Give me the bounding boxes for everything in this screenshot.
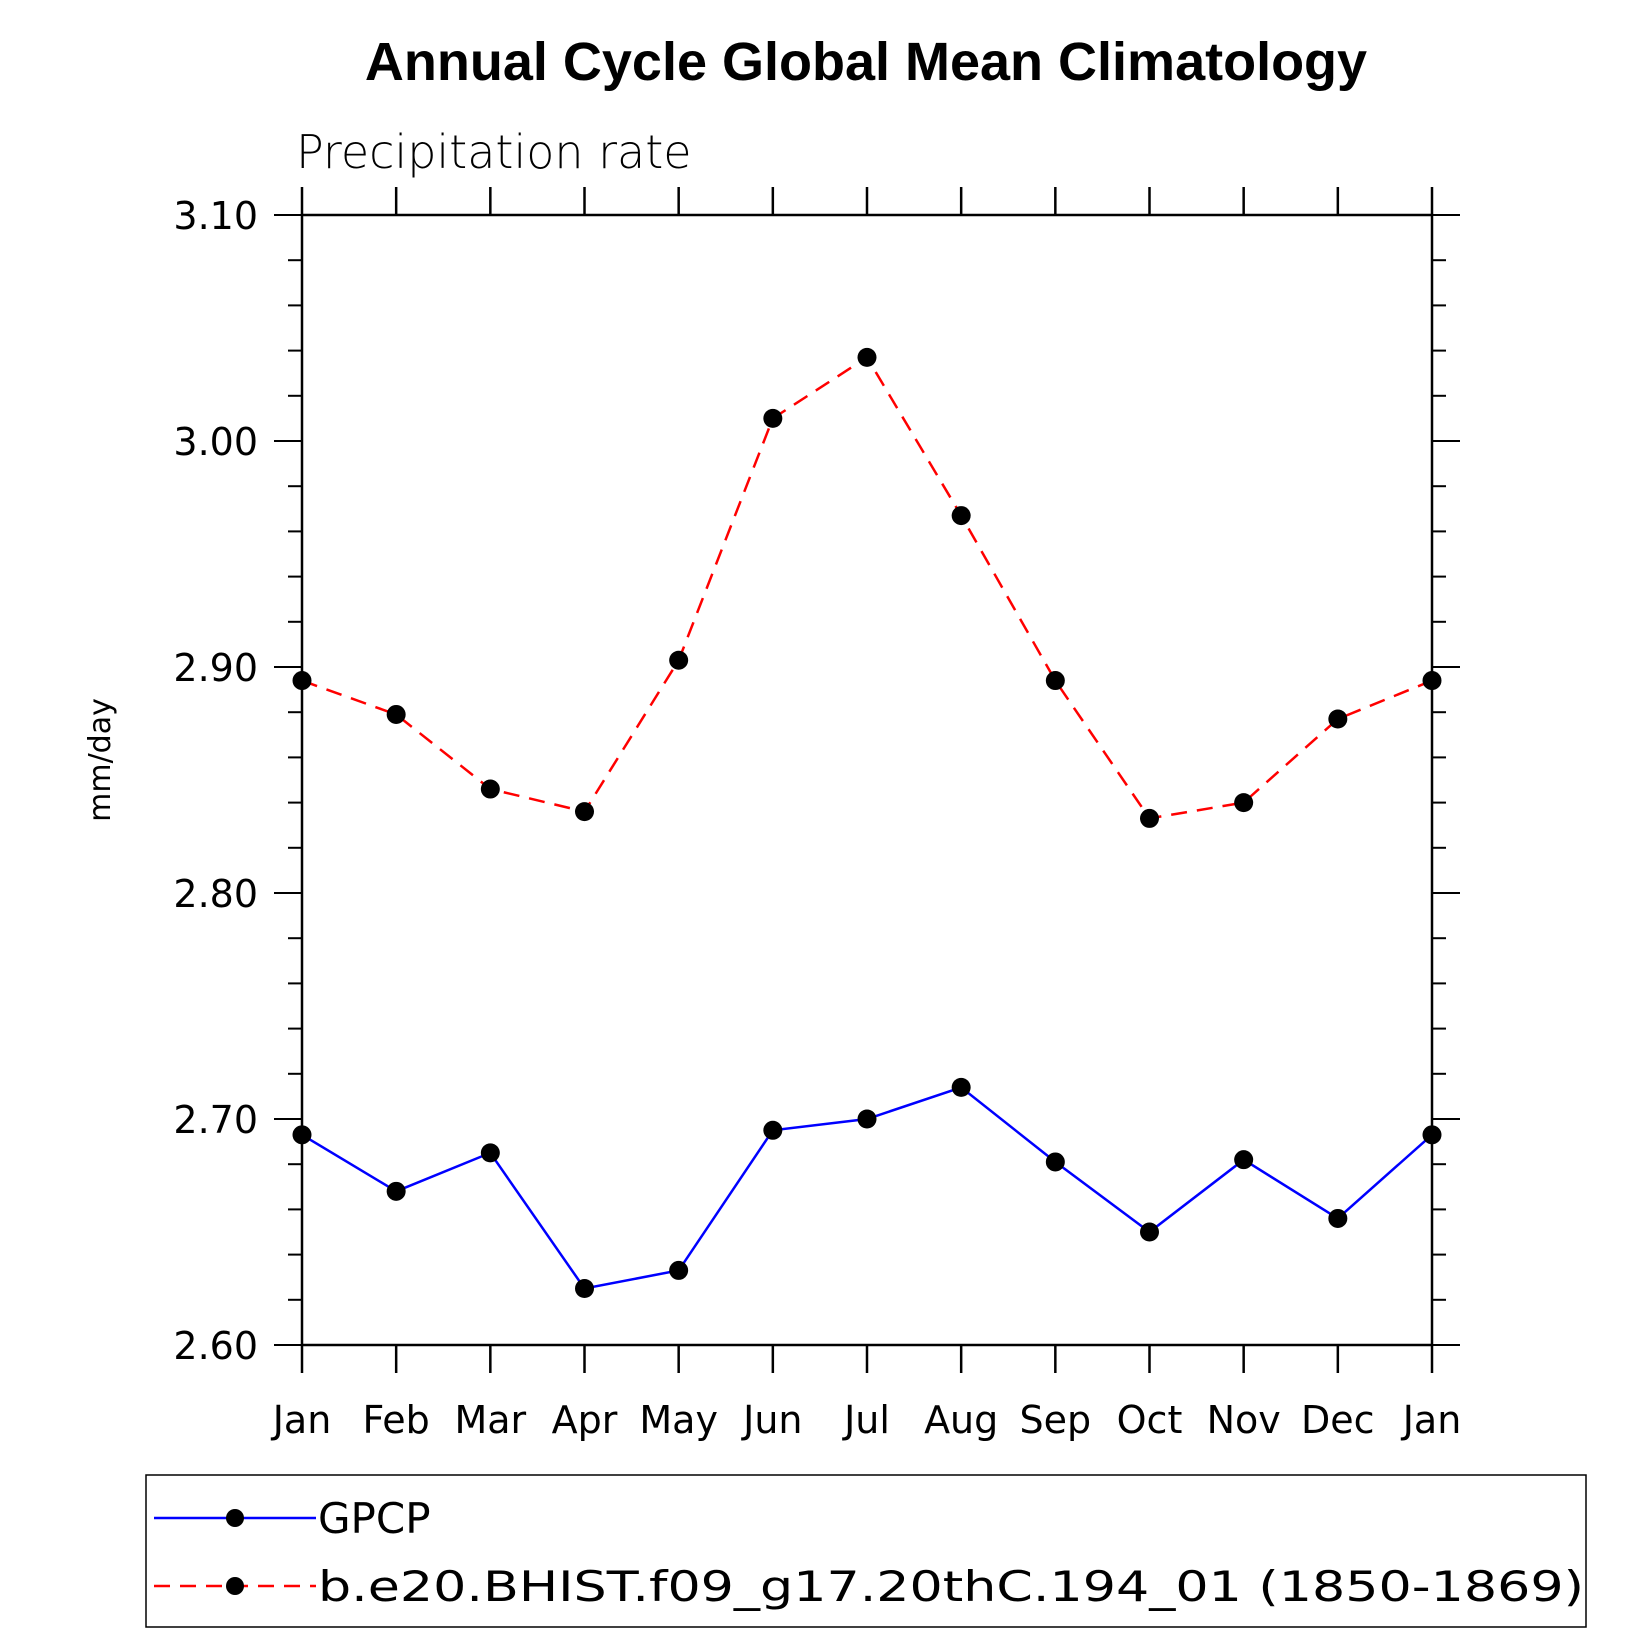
chart-subtitle: Precipitation rate [296,125,692,179]
legend-marker-model [226,1577,244,1595]
series-1-point [1234,793,1254,813]
legend-box [145,1474,1587,1628]
series-0-point [1045,1152,1065,1172]
x-tick-label: Jun [741,1398,802,1442]
y-axis-ticks: 2.60 2.70 2.80 2.90 3.00 3.10 [173,194,1460,1368]
legend-label-model: b.e20.BHIST.f09_g17.20thC.194_01 (1850-1… [318,1562,1584,1611]
chart-title: Annual Cycle Global Mean Climatology [365,32,1367,92]
x-tick-label: Aug [924,1398,998,1442]
plot-series [292,347,1442,1298]
legend: GPCP b.e20.BHIST.f09_g17.20thC.194_01 (1… [145,1474,1587,1628]
y-tick-label: 2.90 [173,646,258,690]
series-0-point [1234,1150,1254,1170]
y-tick-label: 3.00 [173,420,258,464]
series-line-1 [301,355,1433,820]
x-tick-label: Oct [1117,1398,1183,1442]
y-tick-label: 2.80 [173,872,258,916]
x-tick-label: Jan [271,1398,332,1442]
series-0-point [292,1125,312,1145]
x-tick-label: Nov [1207,1398,1281,1442]
x-tick-label: Jul [842,1398,890,1442]
series-0-point [1140,1222,1159,1242]
series-1-point [1328,709,1348,729]
legend-marker-gpcp [226,1509,244,1527]
series-0-point [951,1077,971,1097]
x-tick-label: Dec [1301,1398,1375,1442]
x-tick-label: May [639,1398,718,1442]
x-tick-label: Sep [1020,1398,1092,1442]
plot-frame [300,213,1434,1347]
y-tick-label: 2.60 [173,1324,258,1368]
y-tick-label: 2.70 [173,1098,258,1142]
x-axis-ticks: Jan Feb Mar Apr May Jun Jul Aug Sep Oct Nov Dec Jan [271,187,1462,1442]
y-axis-label: mm/day [83,698,118,822]
series-1-point [763,408,783,428]
y-tick-label: 3.10 [173,194,258,238]
series-0-point [575,1279,594,1298]
series-1-point [292,671,312,691]
series-1-point [1422,671,1442,691]
series-0-point [669,1260,689,1280]
series-0-point [1422,1125,1442,1145]
series-0-point [1328,1208,1348,1228]
series-0-point [857,1109,877,1129]
series-1-point [575,802,594,822]
series-1-point [951,506,971,526]
series-1-point [480,779,500,799]
x-tick-label: Jan [1401,1398,1462,1442]
series-1-point [857,347,877,367]
series-0-point [386,1181,406,1201]
series-1-point [1140,808,1159,828]
series-1-point [669,650,689,670]
x-tick-label: Apr [552,1398,618,1442]
x-tick-label: Mar [454,1398,526,1442]
legend-label-gpcp: GPCP [318,1494,431,1543]
series-1-point [386,704,406,724]
series-1-point [1045,671,1065,691]
series-0-point [480,1143,500,1163]
series-0-point [763,1120,783,1140]
x-tick-label: Feb [363,1398,430,1442]
